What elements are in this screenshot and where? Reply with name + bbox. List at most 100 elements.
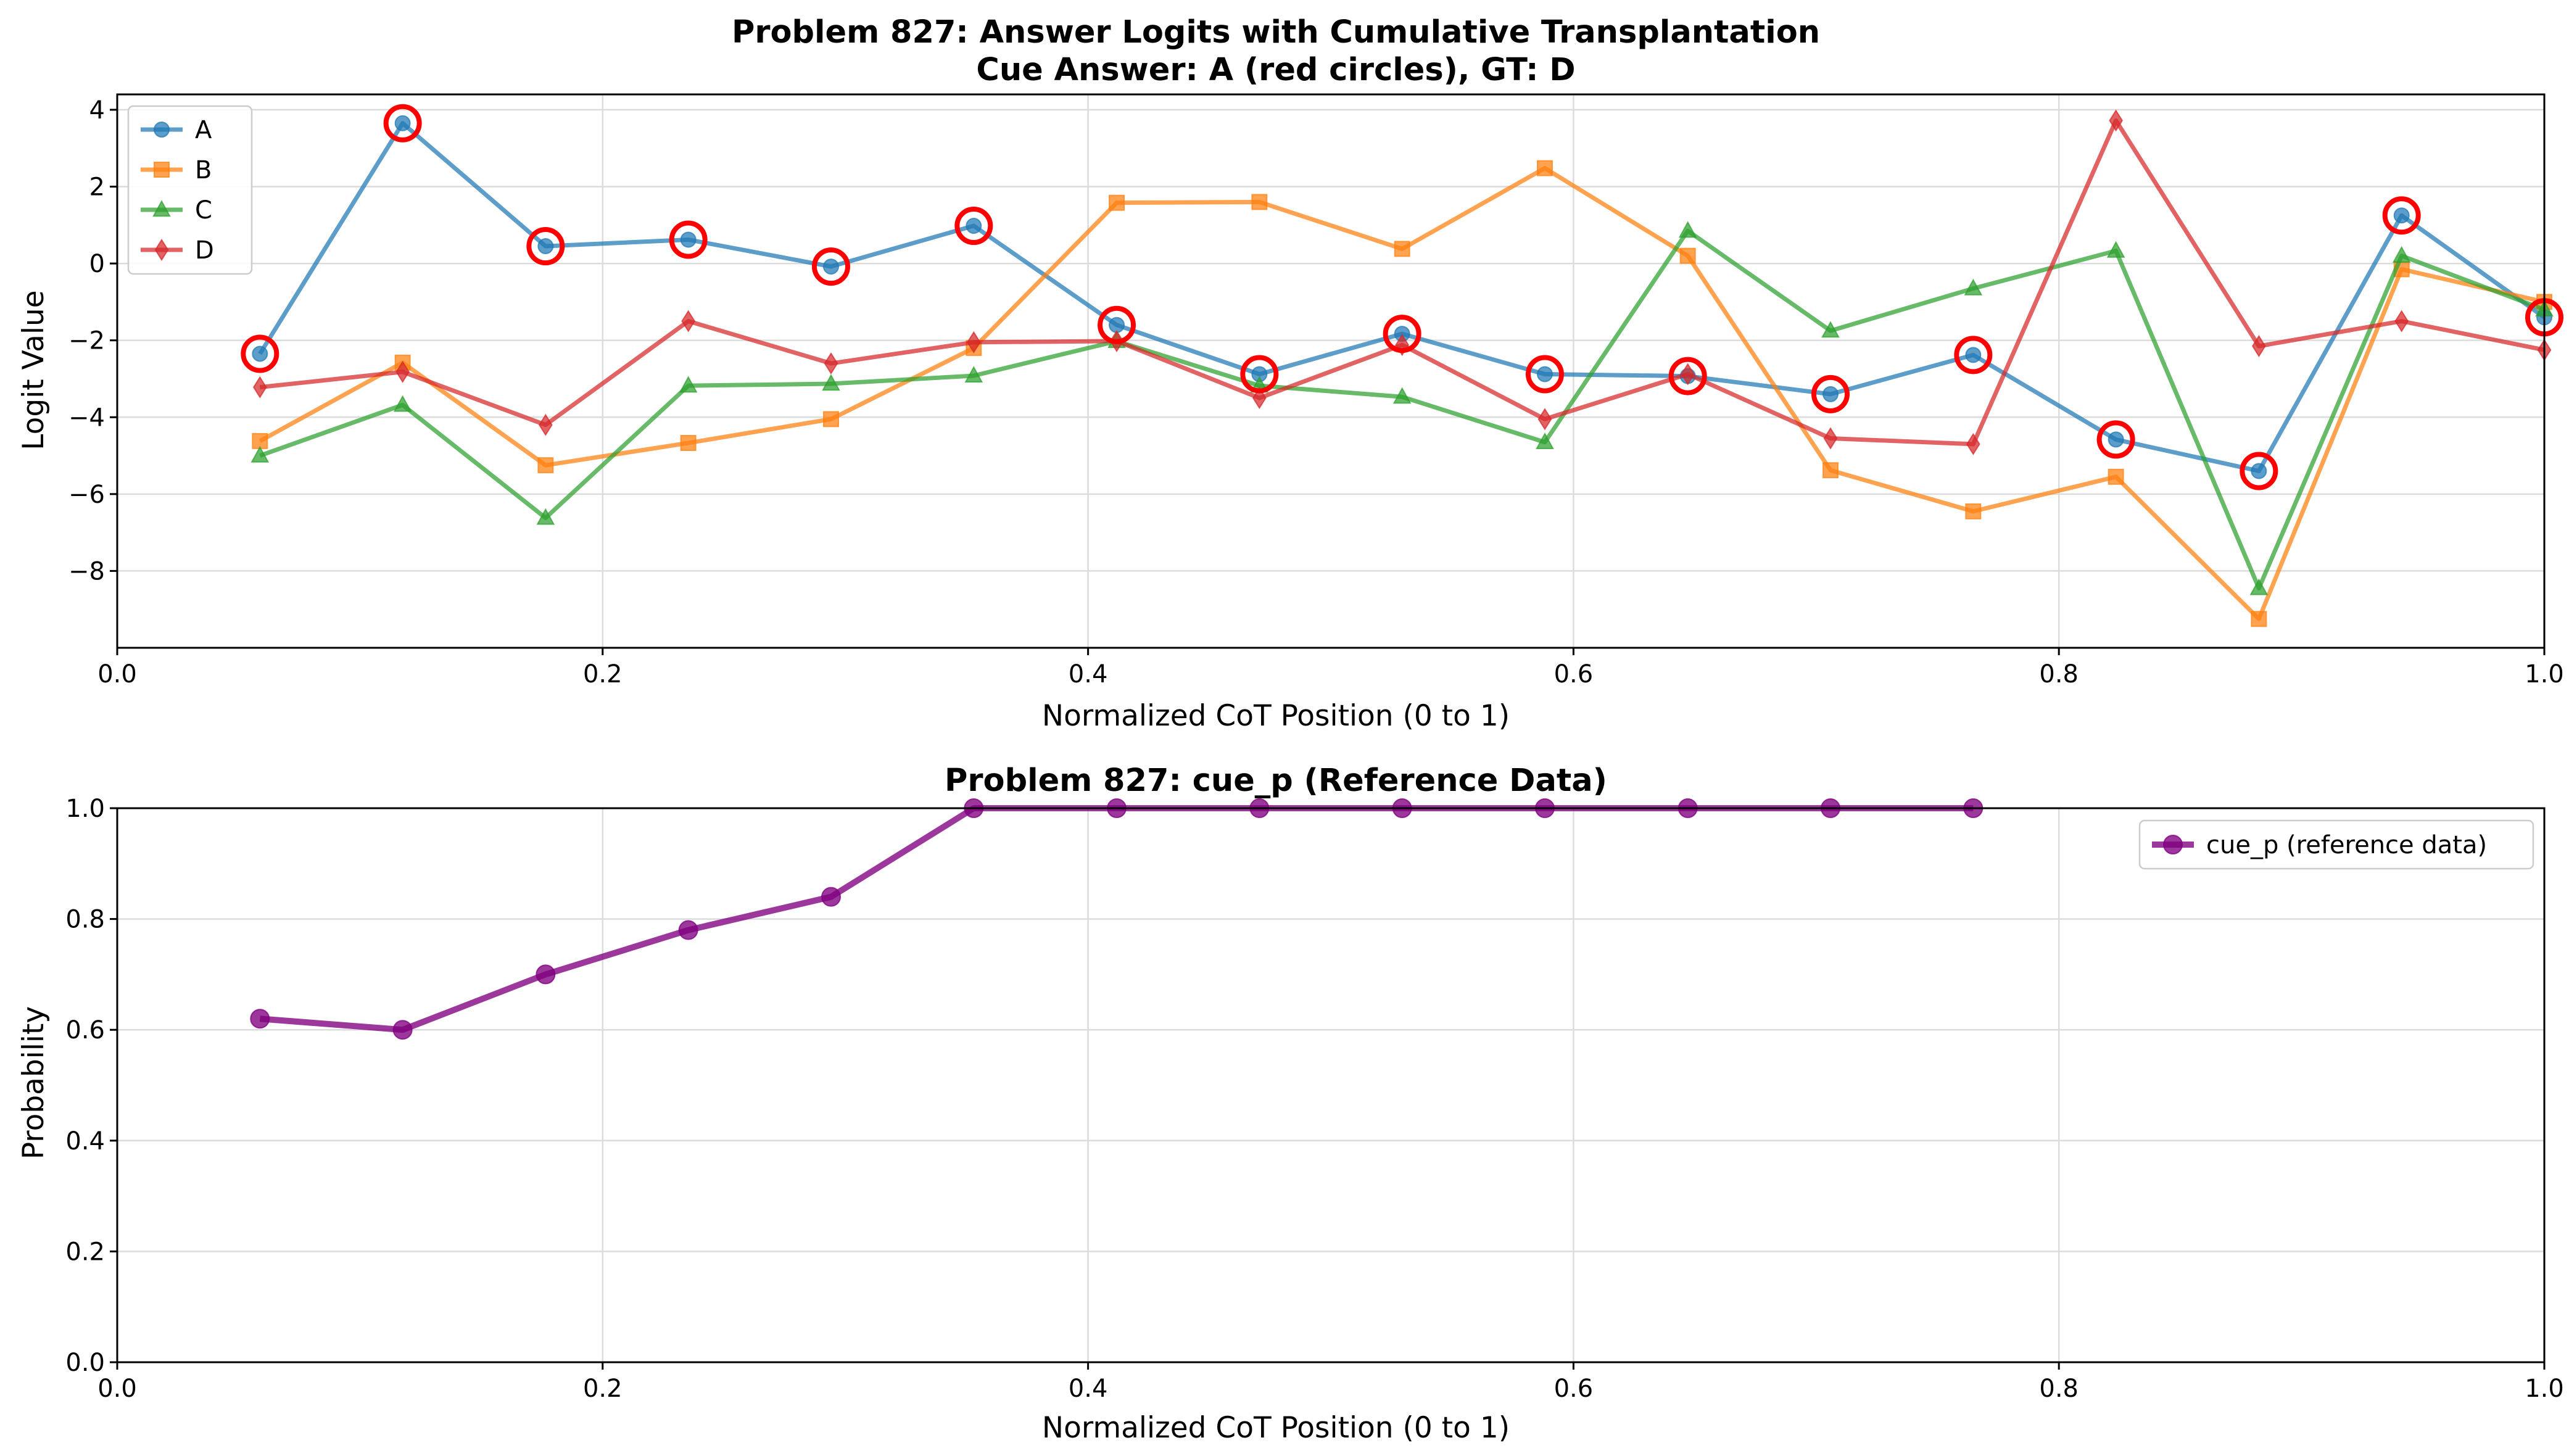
cue-circle xyxy=(954,207,993,246)
y-tick-label: 1.0 xyxy=(65,795,105,823)
legend-item: A xyxy=(141,116,212,144)
y-tick-label: −6 xyxy=(68,481,105,509)
y-tick-label: 0 xyxy=(89,250,105,278)
data-point xyxy=(2108,468,2124,485)
data-point xyxy=(1109,194,1125,211)
legend-label: cue_p (reference data) xyxy=(2206,831,2487,859)
legend-item: cue_p (reference data) xyxy=(2152,831,2487,859)
cue-circle xyxy=(1811,374,1850,413)
x-tick-label: 0.8 xyxy=(2039,660,2079,689)
series-d xyxy=(252,109,2552,455)
data-point xyxy=(1392,387,1412,404)
plot-frame xyxy=(116,807,2546,1363)
cue-circle xyxy=(669,220,708,259)
data-point xyxy=(824,352,838,375)
legend-item: B xyxy=(141,156,212,184)
data-point xyxy=(1678,221,1697,238)
y-axis-label: Probability xyxy=(17,1006,51,1159)
data-point xyxy=(1821,321,1840,338)
data-point xyxy=(1681,363,1695,386)
legend-item: D xyxy=(141,236,214,265)
y-tick-label: −8 xyxy=(68,557,105,585)
x-tick-label: 0.6 xyxy=(1554,1375,1594,1403)
cue-circle xyxy=(241,334,279,373)
legend-box xyxy=(2138,819,2534,870)
x-tick-label: 1.0 xyxy=(2525,660,2564,689)
legend-marker xyxy=(154,162,170,178)
y-tick-label: 0.4 xyxy=(65,1127,105,1156)
x-tick-label: 1.0 xyxy=(2525,1375,2564,1403)
y-tick-label: 0.0 xyxy=(65,1349,105,1377)
data-point xyxy=(966,331,981,354)
data-point xyxy=(2393,207,2410,224)
y-tick-label: 2 xyxy=(89,173,105,202)
x-tick-label: 0.2 xyxy=(583,1375,623,1403)
data-point xyxy=(1679,247,1696,264)
chart-title: Problem 827: cue_p (Reference Data) xyxy=(945,763,1607,799)
data-point xyxy=(1966,432,1980,455)
x-tick-label: 0.0 xyxy=(97,660,137,689)
data-point xyxy=(252,345,268,362)
x-tick-label: 0.0 xyxy=(97,1375,137,1403)
data-point xyxy=(536,508,555,525)
tick-labels: 0.0 0.2 0.4 0.6 0.8 1.0 0.0 0.2 0.4 0.6 0.8 1.0 xyxy=(65,795,2563,1403)
data-point xyxy=(2251,611,2267,627)
data-point xyxy=(395,360,410,383)
data-point xyxy=(2109,109,2124,132)
legend-marker xyxy=(154,122,170,138)
cue-circle xyxy=(1383,315,1421,354)
cue-circle xyxy=(1098,305,1136,344)
cue-highlight-circles xyxy=(241,104,2563,490)
y-tick-label: −4 xyxy=(68,403,105,432)
cue-circle xyxy=(2240,452,2278,490)
data-point xyxy=(392,1020,413,1040)
data-point xyxy=(2394,310,2409,333)
data-point xyxy=(2251,334,2266,358)
data-point xyxy=(250,1009,270,1029)
data-point xyxy=(1536,432,1554,449)
series-lines xyxy=(250,109,2554,627)
data-point xyxy=(2249,578,2269,595)
data-point xyxy=(1251,194,1268,210)
data-point xyxy=(2392,246,2411,263)
data-point xyxy=(681,310,696,333)
y-tick-label: 0.8 xyxy=(65,906,105,934)
cue-circle xyxy=(1240,355,1279,394)
x-tick-label: 0.8 xyxy=(2039,1375,2079,1403)
grid xyxy=(116,94,2546,648)
data-point xyxy=(822,374,840,391)
data-point xyxy=(2251,463,2267,479)
data-point xyxy=(822,259,839,275)
data-point xyxy=(250,445,270,463)
x-tick-label: 0.6 xyxy=(1554,660,1594,689)
data-point xyxy=(678,920,698,940)
y-axis-label: Logit Value xyxy=(17,290,51,450)
data-point xyxy=(252,376,267,399)
legend-label: B xyxy=(195,156,212,184)
data-point xyxy=(964,366,983,383)
x-tick-label: 0.4 xyxy=(1069,1375,1108,1403)
data-point xyxy=(1964,278,1983,296)
x-axis-label: Normalized CoT Position (0 to 1) xyxy=(1042,699,1510,733)
data-point xyxy=(966,218,982,234)
data-point xyxy=(538,413,553,436)
plot-frame xyxy=(116,93,2546,649)
data-point xyxy=(1965,503,1982,519)
cue-circle xyxy=(811,247,850,286)
y-tick-label: 4 xyxy=(89,96,105,125)
data-point xyxy=(1395,334,1410,357)
series-c xyxy=(250,221,2554,595)
data-point xyxy=(1965,347,1982,363)
cue-circle xyxy=(1668,357,1707,395)
legend: cue_p (reference data) xyxy=(2138,819,2534,870)
x-tick-label: 0.2 xyxy=(583,660,623,689)
cue-circle xyxy=(1525,355,1564,394)
legend-marker xyxy=(152,200,171,217)
cue-p-chart: Problem 827: cue_p (Reference Data) 0.0 0… xyxy=(17,763,2564,1445)
cue-circle xyxy=(2382,196,2421,235)
chart-subtitle: Cue Answer: A (red circles), GT: D xyxy=(976,52,1575,88)
cue-circle xyxy=(526,227,565,266)
legend-label: C xyxy=(195,196,212,225)
